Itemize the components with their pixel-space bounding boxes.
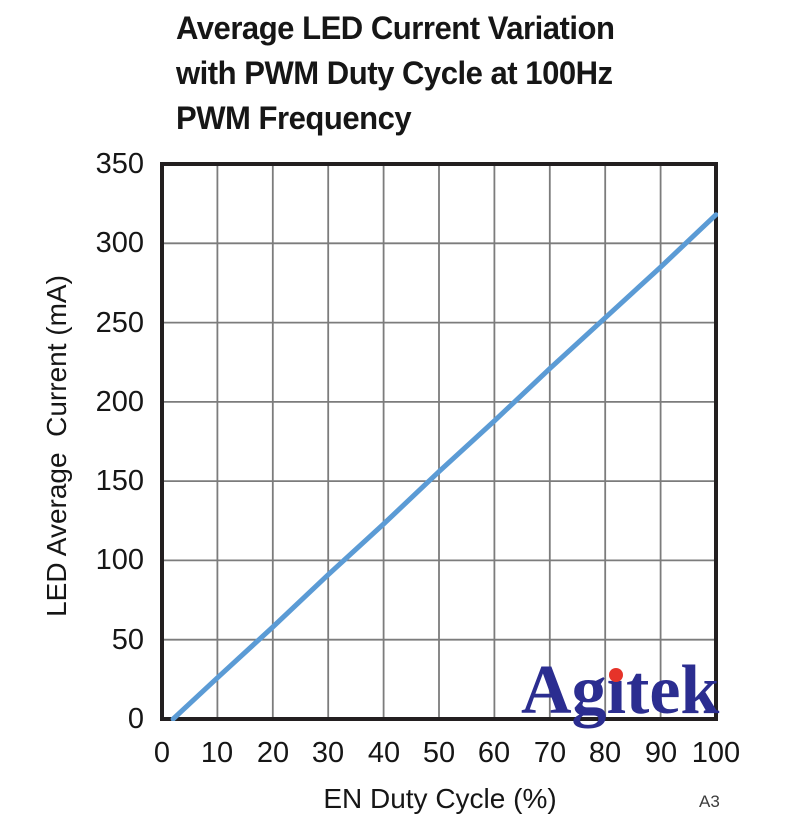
series-line-led-average-current	[170, 212, 718, 721]
y-tick-350: 350	[95, 148, 144, 180]
chart-title-line-1: Average LED Current Variation	[176, 10, 615, 46]
x-tick-90: 90	[644, 737, 678, 769]
x-tick-0: 0	[153, 737, 171, 769]
x-tick-80: 80	[588, 737, 622, 769]
y-tick-100: 100	[95, 544, 144, 576]
plot-area	[160, 162, 718, 721]
x-tick-70: 70	[533, 737, 567, 769]
logo-i-char: ı	[606, 652, 627, 729]
logo-text-post: tek	[626, 652, 720, 729]
agitek-logo: Agıtek	[521, 656, 719, 726]
chart-title-line-2: with PWM Duty Cycle at 100Hz	[176, 55, 613, 91]
y-tick-50: 50	[111, 624, 144, 656]
x-tick-60: 60	[477, 737, 511, 769]
x-tick-20: 20	[256, 737, 290, 769]
plot-frame	[160, 162, 718, 721]
chart-title-line-3: PWM Frequency	[176, 100, 412, 136]
chart-title: Average LED Current Variation with PWM D…	[176, 6, 615, 141]
y-tick-200: 200	[95, 386, 144, 418]
y-tick-300: 300	[95, 227, 144, 259]
y-tick-250: 250	[95, 307, 144, 339]
grid-layer	[162, 164, 716, 719]
x-tick-100: 100	[691, 737, 741, 769]
x-tick-50: 50	[422, 737, 456, 769]
x-tick-10: 10	[200, 737, 234, 769]
y-tick-0: 0	[127, 703, 144, 735]
x-tick-30: 30	[311, 737, 345, 769]
figure-code: A3	[699, 792, 720, 811]
series-layer	[170, 212, 718, 721]
logo-red-dot-i: ı	[607, 656, 626, 726]
x-axis-label: EN Duty Cycle (%)	[323, 783, 557, 814]
logo-text-pre: Ag	[521, 652, 607, 729]
x-tick-40: 40	[367, 737, 401, 769]
y-tick-150: 150	[95, 465, 144, 497]
